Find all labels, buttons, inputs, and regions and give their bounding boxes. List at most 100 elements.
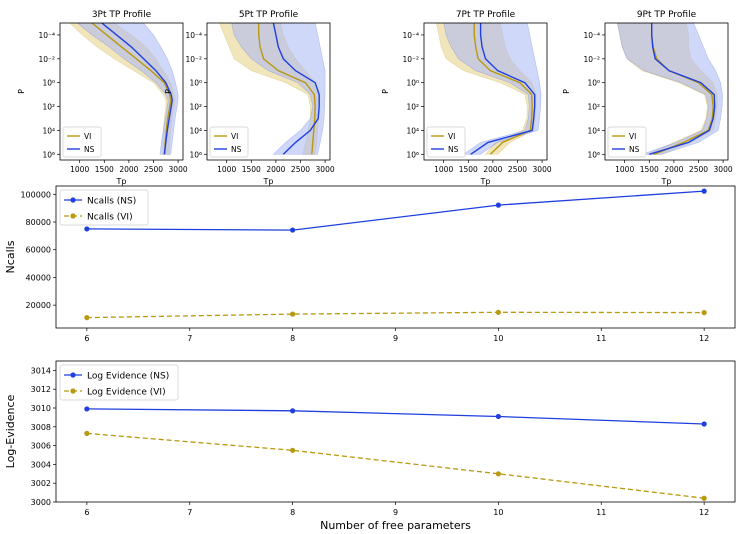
series-line-ns xyxy=(86,408,705,425)
x-tick-label: 6 xyxy=(84,334,89,343)
legend-marker xyxy=(70,197,76,203)
x-tick-label: 9 xyxy=(393,334,398,343)
legend-frame xyxy=(62,126,102,158)
data-point-ns xyxy=(290,408,296,414)
x-tick-label: 6 xyxy=(84,508,89,517)
x-tick-label: 3000 xyxy=(714,165,733,174)
median-profile-ns xyxy=(470,23,536,155)
y-tick-label: 10⁻⁴ xyxy=(185,31,202,40)
y-axis-label: P xyxy=(381,89,390,94)
x-tick-label: 1500 xyxy=(242,165,261,174)
legend-label: Ncalls (NS) xyxy=(87,197,136,207)
legend-marker xyxy=(70,213,76,219)
x-tick-label: 1000 xyxy=(615,165,634,174)
y-tick-label: 10⁰ xyxy=(189,79,202,88)
x-tick-label: 7 xyxy=(187,508,192,517)
data-point-vi xyxy=(84,315,90,321)
legend: VI NS xyxy=(607,126,647,158)
legend-label-vi: VI xyxy=(448,132,455,141)
y-tick-label: 10² xyxy=(406,103,419,112)
x-tick-label: 2000 xyxy=(664,165,683,174)
y-tick-label: 10⁻² xyxy=(402,55,419,64)
y-tick-label: 3012 xyxy=(31,385,51,394)
panel-title: 3Pt TP Profile xyxy=(92,10,152,20)
legend-label-vi: VI xyxy=(84,132,91,141)
x-tick-label: 9 xyxy=(393,508,398,517)
x-tick-label: 3000 xyxy=(169,165,188,174)
data-point-ns xyxy=(495,202,501,208)
x-tick-label: 2500 xyxy=(689,165,708,174)
median-profile-ns xyxy=(101,23,173,155)
axes-frame xyxy=(206,22,331,161)
x-tick-label: 2500 xyxy=(291,165,310,174)
legend-label-vi: VI xyxy=(629,132,636,141)
x-tick-label: 3000 xyxy=(533,165,552,174)
legend-marker xyxy=(70,388,76,394)
x-axis-label: Tp xyxy=(480,177,491,186)
series-line-ns xyxy=(86,190,705,231)
log-evidence-panel: 6 7 8 9 10 11 12 3000 3002 3004 3006 3008 3010 3012 30… xyxy=(4,360,736,532)
y-tick-label: 80000 xyxy=(26,218,51,227)
y-tick-label: 3000 xyxy=(31,498,51,507)
y-tick-label: 10⁻² xyxy=(38,55,55,64)
data-point-ns xyxy=(701,188,707,194)
x-tick-label: 7 xyxy=(187,334,192,343)
data-point-vi xyxy=(495,309,501,315)
x-tick-label: 2000 xyxy=(483,165,502,174)
y-tick-label: 3004 xyxy=(31,460,51,469)
median-profile-vi xyxy=(91,23,172,155)
y-tick-label: 40000 xyxy=(26,273,51,282)
y-tick-label: 10⁰ xyxy=(587,79,600,88)
y-tick-label: 10⁻² xyxy=(185,55,202,64)
y-tick-label: 10² xyxy=(189,103,202,112)
x-tick-label: 2500 xyxy=(144,165,163,174)
y-tick-label: 10⁶ xyxy=(189,150,202,159)
legend-label-vi: VI xyxy=(231,132,238,141)
y-tick-label: 10⁴ xyxy=(587,126,600,135)
x-tick-label: 10 xyxy=(493,508,503,517)
y-axis-label: P xyxy=(164,89,173,94)
axes-frame xyxy=(604,22,729,161)
legend-label: Ncalls (VI) xyxy=(87,213,133,223)
x-tick-label: 10 xyxy=(493,334,503,343)
legend-marker xyxy=(70,372,76,378)
y-tick-label: 10⁶ xyxy=(587,150,600,159)
y-tick-label: 10⁴ xyxy=(406,126,419,135)
credible-band-ns xyxy=(231,23,326,155)
y-tick-label: 3002 xyxy=(31,479,51,488)
data-point-vi xyxy=(290,311,296,317)
tp-profile-panel-1: 3Pt TP Profile 1000 1500 2000 2500 3000 Tp 10⁻⁴… xyxy=(17,10,188,186)
panel-title: 9Pt TP Profile xyxy=(637,10,697,20)
y-axis-label: P xyxy=(562,89,571,94)
x-axis-label: Tp xyxy=(263,177,274,186)
legend-frame xyxy=(59,364,179,401)
y-tick-label: 10⁴ xyxy=(189,126,202,135)
data-point-vi xyxy=(701,495,707,501)
legend-frame xyxy=(209,126,249,158)
series-line-vi xyxy=(86,311,705,319)
x-axis-label: Tp xyxy=(661,177,672,186)
data-point-ns xyxy=(84,406,90,412)
x-tick-label: 11 xyxy=(596,508,606,517)
legend: VI NS xyxy=(62,126,102,158)
tp-profile-panel-2: 5Pt TP Profile 1000 1500 2000 2500 3000 Tp 10⁻⁴… xyxy=(164,10,335,186)
y-tick-label: 10⁻² xyxy=(583,55,600,64)
x-tick-label: 1500 xyxy=(640,165,659,174)
axes-frame xyxy=(59,22,184,161)
y-tick-label: 10⁻⁴ xyxy=(38,31,55,40)
y-tick-label: 60000 xyxy=(26,246,51,255)
x-tick-label: 12 xyxy=(699,334,709,343)
y-tick-label: 10² xyxy=(42,103,55,112)
y-tick-label: 20000 xyxy=(26,301,51,310)
y-tick-label: 100000 xyxy=(20,190,51,199)
data-point-vi xyxy=(495,471,501,477)
x-tick-label: 12 xyxy=(699,508,709,517)
x-tick-label: 1500 xyxy=(95,165,114,174)
y-tick-label: 10⁻⁴ xyxy=(583,31,600,40)
panel-title: 5Pt TP Profile xyxy=(239,10,299,20)
ncalls-panel: 6 7 8 9 10 11 12 20000 40000 60000 80000 100000 Ncal… xyxy=(4,185,736,343)
data-point-vi xyxy=(701,310,707,316)
panel-title: 7Pt TP Profile xyxy=(456,10,516,20)
x-tick-label: 2500 xyxy=(508,165,527,174)
